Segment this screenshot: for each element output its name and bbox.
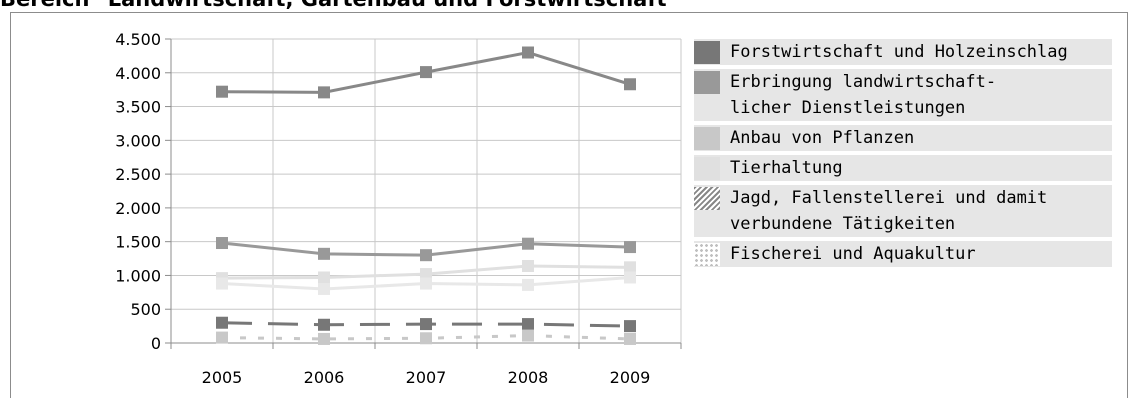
legend-item: Tierhaltung [694, 155, 1112, 181]
data-point [216, 237, 228, 250]
legend-label: Erbringung landwirtschaft- licher Dienst… [730, 72, 997, 118]
legend-label: Tierhaltung [730, 158, 843, 178]
data-point [318, 332, 330, 345]
data-point [624, 271, 636, 284]
data-point [420, 66, 432, 79]
legend-label: Anbau von Pflanzen [730, 128, 915, 148]
data-point [318, 318, 330, 331]
y-tick-label: 3.000 [115, 131, 161, 150]
y-tick-label: 1.500 [115, 233, 161, 252]
data-point [522, 318, 534, 331]
legend-item: Fischerei und Aquakultur [694, 241, 1112, 267]
y-tick-label: 3.500 [115, 98, 161, 117]
data-point [216, 331, 228, 344]
line-chart: 0 500 1.000 1.500 2.000 2.500 3.000 3.500 4.000 4… [115, 30, 682, 387]
y-tick-label: 2.500 [115, 165, 161, 184]
data-point [522, 278, 534, 291]
legend-swatch [694, 71, 720, 94]
data-point [420, 277, 432, 290]
data-point [624, 261, 636, 274]
chart-title: Bereich "Landwirtschaft, Gartenbau und F… [0, 0, 677, 11]
legend-swatch [694, 187, 720, 210]
data-point [420, 249, 432, 262]
data-point [216, 277, 228, 290]
data-point [624, 241, 636, 254]
legend-swatch [694, 157, 720, 180]
y-tick-label: 4.000 [115, 64, 161, 83]
legend-item: Erbringung landwirtschaft- licher Dienst… [694, 69, 1112, 121]
y-tick-label: 0 [151, 334, 161, 353]
tick-labels: 0 500 1.000 1.500 2.000 2.500 3.000 3.500 4.000 4… [115, 30, 650, 387]
data-point [420, 318, 432, 331]
data-point [522, 329, 534, 342]
data-point [522, 46, 534, 59]
data-point [216, 85, 228, 98]
x-tick-label: 2005 [202, 368, 243, 387]
legend-swatch [694, 127, 720, 150]
y-tick-label: 4.500 [115, 30, 161, 49]
axes [165, 38, 682, 349]
y-tick-label: 2.000 [115, 199, 161, 218]
legend-label: Fischerei und Aquakultur [730, 244, 976, 264]
data-point [624, 320, 636, 333]
data-point [522, 259, 534, 272]
data-point [318, 86, 330, 99]
data-point [522, 237, 534, 250]
legend-swatch [694, 41, 720, 64]
legend-item: Anbau von Pflanzen [694, 125, 1112, 151]
data-point [318, 282, 330, 295]
chart-frame [10, 12, 1128, 398]
series-lines [216, 46, 636, 345]
x-tick-label: 2009 [610, 368, 651, 387]
data-point [420, 268, 432, 281]
legend-label: Jagd, Fallenstellerei und damit verbunde… [730, 188, 1048, 234]
data-point [318, 271, 330, 284]
data-point [420, 332, 432, 345]
data-point [624, 332, 636, 345]
data-point [624, 78, 636, 91]
legend-label: Forstwirtschaft und Holzeinschlag [730, 42, 1068, 62]
x-tick-label: 2008 [508, 368, 549, 387]
gridlines [171, 38, 682, 343]
y-tick-label: 1.000 [115, 266, 161, 285]
x-tick-label: 2007 [406, 368, 447, 387]
data-point [216, 316, 228, 329]
data-point [318, 247, 330, 260]
legend-item: Jagd, Fallenstellerei und damit verbunde… [694, 185, 1112, 237]
y-tick-label: 500 [130, 300, 161, 319]
legend-item: Forstwirtschaft und Holzeinschlag [694, 39, 1112, 65]
legend: Forstwirtschaft und Holzeinschlag Erbring… [694, 39, 1112, 271]
x-tick-label: 2006 [304, 368, 345, 387]
legend-swatch [694, 243, 720, 266]
